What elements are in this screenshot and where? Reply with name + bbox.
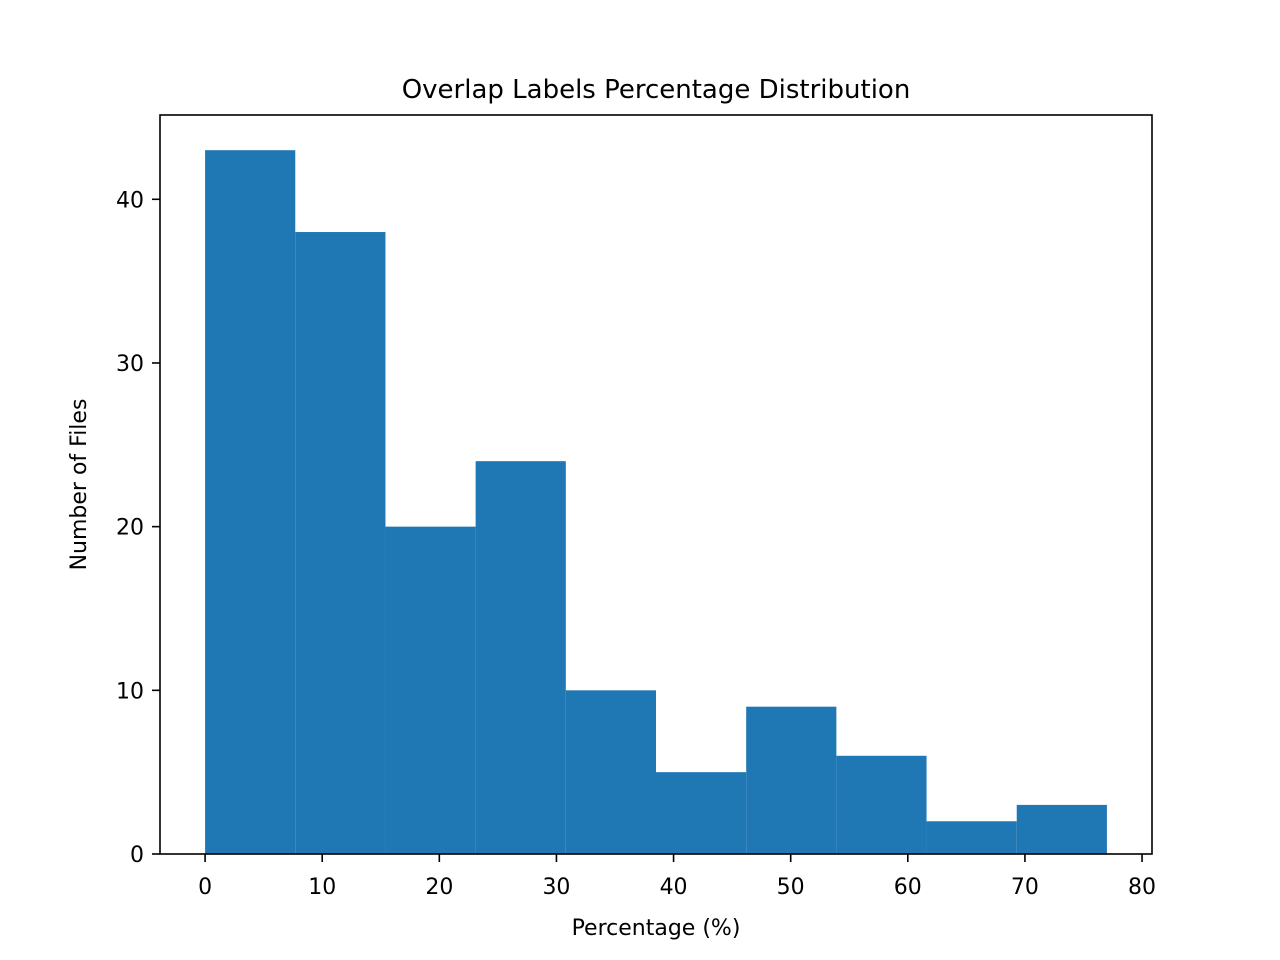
x-tick-label: 60 [894, 875, 922, 900]
x-axis-label: Percentage (%) [572, 916, 741, 941]
chart-title: Overlap Labels Percentage Distribution [402, 75, 911, 105]
histogram-bar [295, 232, 386, 854]
histogram-bar [926, 821, 1017, 854]
histogram-bar [656, 772, 747, 854]
x-tick-label: 10 [308, 875, 336, 900]
x-tick-label: 70 [1011, 875, 1039, 900]
histogram-bar [475, 461, 566, 854]
histogram-bar [385, 526, 476, 854]
x-tick-label: 0 [198, 875, 212, 900]
histogram-bar [1016, 804, 1107, 854]
plot-frame [159, 114, 1153, 855]
x-tick-label: 40 [660, 875, 688, 900]
x-tick-label: 80 [1128, 875, 1156, 900]
x-tick-label: 30 [542, 875, 570, 900]
histogram-bar [565, 690, 656, 854]
x-axis: 0 10 20 30 40 50 60 70 80 [198, 854, 1156, 900]
x-tick-label: 50 [777, 875, 805, 900]
x-tick-label: 20 [425, 875, 453, 900]
y-axis: 0 10 20 30 40 [116, 188, 160, 868]
y-axis-label: Number of Files [67, 399, 92, 571]
histogram-bar [205, 150, 296, 854]
histogram-bar [836, 755, 927, 854]
y-tick-label: 40 [116, 188, 144, 213]
y-tick-label: 20 [116, 516, 144, 541]
y-tick-label: 0 [130, 843, 144, 868]
bars-group [205, 150, 1107, 854]
y-tick-label: 10 [116, 679, 144, 704]
y-tick-label: 30 [116, 352, 144, 377]
histogram-bar [746, 706, 837, 854]
